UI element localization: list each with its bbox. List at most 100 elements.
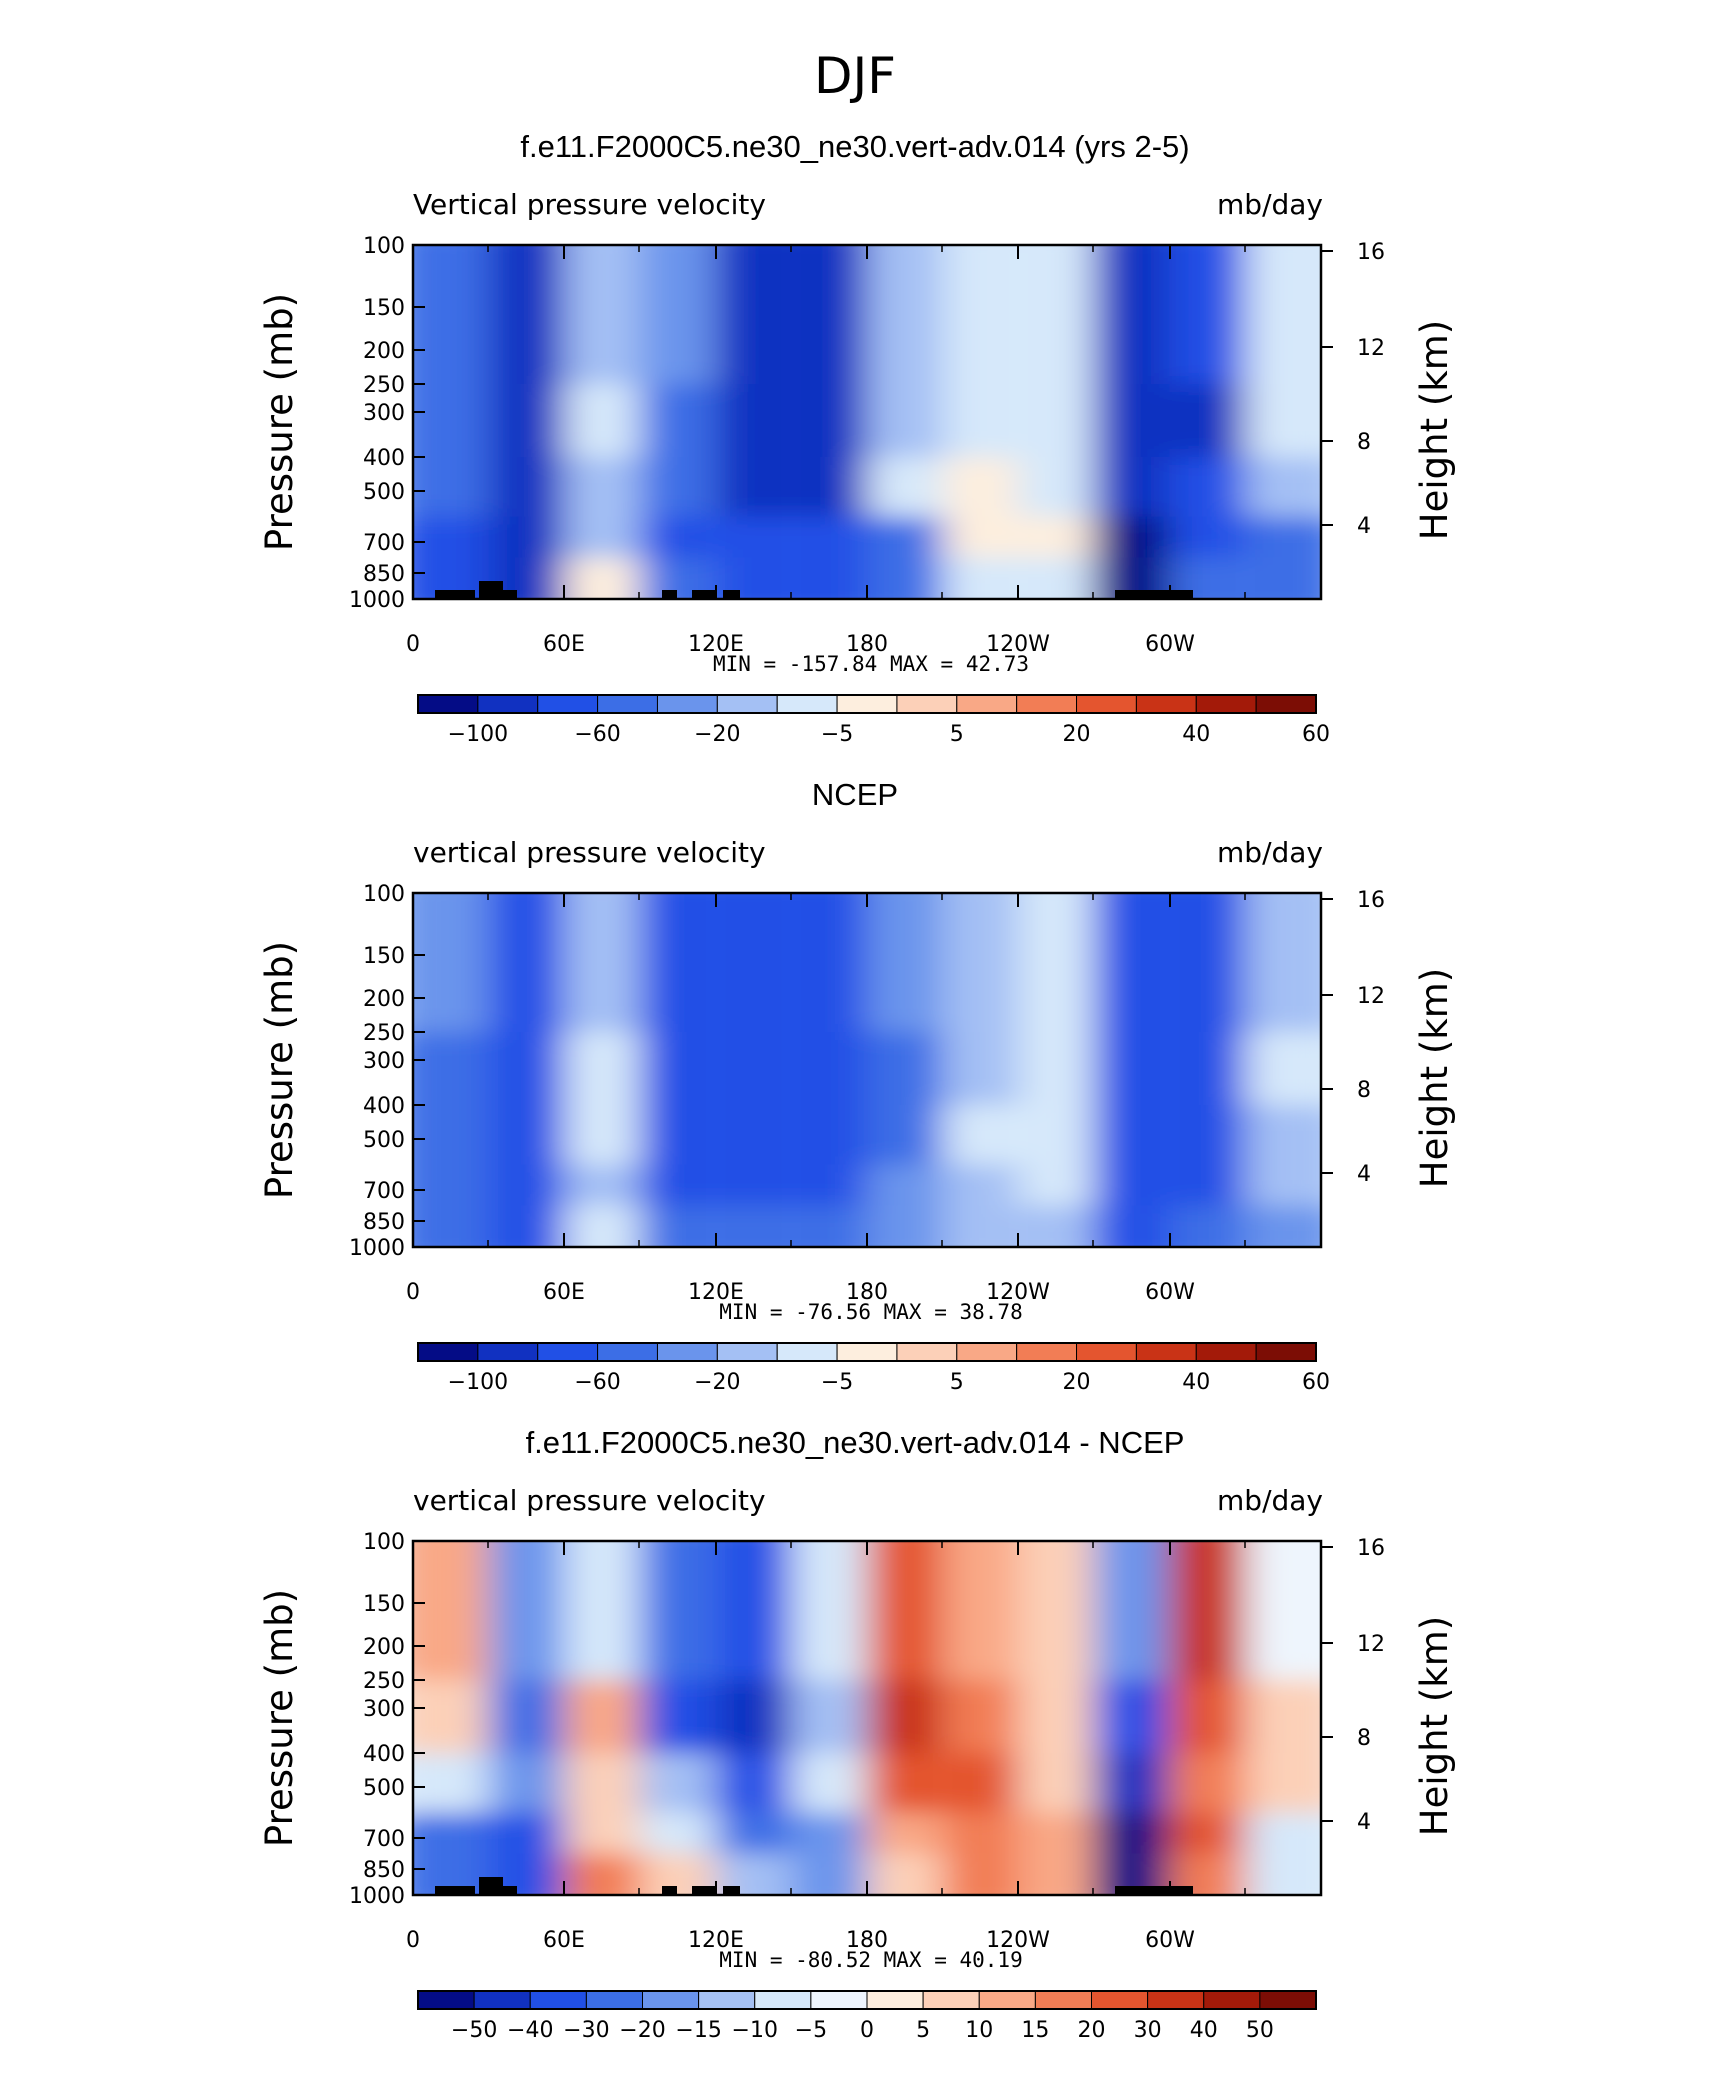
y-right-axis-title: Height (km) (1413, 320, 1456, 540)
x-tick-label: 0 (406, 1280, 420, 1305)
field-cell (1169, 384, 1246, 457)
field-cell (1169, 893, 1246, 1032)
colorbar-box (866, 1990, 924, 2010)
field-cell (791, 384, 867, 457)
colorbar: −50 −40 −30 −20 −15 −10 −5 0 5 10 15 20 30 40 50 (417, 1990, 1317, 2043)
colorbar-label: −5 (821, 722, 853, 747)
field-cell (564, 1853, 640, 1895)
colorbar-box (776, 1342, 838, 1362)
y-tick-label: 200 (363, 339, 405, 364)
colorbar-label: −15 (675, 2018, 721, 2043)
colorbar: −100 −60 −20 −5 5 20 40 60 (417, 694, 1330, 747)
x-tick-label: 60E (543, 1928, 585, 1953)
field-cell (791, 1032, 867, 1105)
field-cell (413, 245, 489, 384)
x-tick-label: 60W (1145, 1280, 1195, 1305)
field-cell (791, 1541, 867, 1680)
colorbar-box (716, 1342, 778, 1362)
y-right-tick-label: 8 (1357, 1726, 1371, 1751)
field-cell (1018, 893, 1094, 1032)
field-cell (1094, 1032, 1170, 1105)
colorbar-frame (417, 1342, 1317, 1362)
colorbar-box (417, 1342, 479, 1362)
y-right-tick-label: 4 (1357, 1810, 1371, 1835)
x-tick-label: 120E (688, 632, 744, 657)
colorbar-box (836, 694, 898, 714)
field-cell (488, 516, 565, 558)
colorbar-label: 30 (1134, 2018, 1162, 2043)
colorbar-box (1195, 1342, 1257, 1362)
field-cell (413, 893, 489, 1032)
contour-field (413, 893, 1321, 1247)
colorbar-box (1147, 1990, 1205, 2010)
field-cell (413, 1853, 489, 1895)
field-cell (791, 457, 867, 517)
field-cell (413, 1205, 489, 1247)
field-cell (488, 457, 565, 517)
field-cell (1018, 1753, 1094, 1813)
field-cell (564, 1164, 640, 1206)
field-cell (413, 557, 489, 599)
field-cell (488, 1753, 565, 1813)
field-cell (564, 245, 640, 384)
y-right-tick-label: 16 (1357, 888, 1385, 913)
field-cell (791, 1680, 867, 1753)
field-cell (791, 557, 867, 599)
field-cell (1169, 457, 1246, 517)
field-cell (564, 1541, 640, 1680)
field-cell (488, 384, 565, 457)
y-tick-label: 850 (363, 562, 405, 587)
colorbar-box (776, 694, 838, 714)
field-cell (488, 1812, 565, 1854)
field-cell (1094, 1753, 1170, 1813)
colorbar-label: −50 (451, 2018, 497, 2043)
field-cell (715, 1753, 792, 1813)
x-tick-label: 120W (986, 632, 1050, 657)
colorbar-label: −20 (619, 2018, 665, 2043)
y-right-tick-label: 12 (1357, 336, 1385, 361)
field-cell (1018, 1812, 1094, 1854)
x-tick-label: 0 (406, 1928, 420, 1953)
field-cell (413, 1812, 489, 1854)
land-mask (479, 1877, 503, 1895)
land-mask (1115, 590, 1193, 599)
colorbar-box (1135, 1342, 1197, 1362)
colorbar-frame (417, 694, 1317, 714)
field-cell (1169, 1205, 1246, 1247)
field-cell (791, 1205, 867, 1247)
y-right-tick-label: 16 (1357, 240, 1385, 265)
field-cell (791, 245, 867, 384)
colorbar-label: 5 (950, 1370, 964, 1395)
field-cell (564, 384, 640, 457)
x-tick-label: 60W (1145, 632, 1195, 657)
field-cell (640, 1164, 716, 1206)
field-cell (942, 893, 1019, 1032)
field-cell (1245, 245, 1321, 384)
field-cell (564, 1105, 640, 1165)
y-tick-label: 200 (363, 987, 405, 1012)
y-tick-label: 150 (363, 296, 405, 321)
land-mask (662, 590, 677, 599)
y-tick-label: 400 (363, 446, 405, 471)
colorbar-box (1195, 694, 1257, 714)
y-tick-label: 850 (363, 1858, 405, 1883)
field-cell (867, 1812, 943, 1854)
y-tick-label: 1000 (349, 1236, 405, 1261)
x-tick-label: 120W (986, 1280, 1050, 1305)
field-cell (488, 1105, 565, 1165)
field-cell (715, 1853, 792, 1895)
colorbar-box (698, 1990, 756, 2010)
field-cell (1018, 1032, 1094, 1105)
colorbar-label: 20 (1078, 2018, 1106, 2043)
field-cell (715, 893, 792, 1032)
field-cell (715, 457, 792, 517)
field-cell (1094, 516, 1170, 558)
field-cell (413, 1541, 489, 1680)
field-cell (1018, 557, 1094, 599)
colorbar-label: −60 (574, 722, 620, 747)
colorbar-box (716, 694, 778, 714)
field-cell (640, 893, 716, 1032)
field-cell (942, 1164, 1019, 1206)
field-cell (640, 1205, 716, 1247)
colorbar-box (585, 1990, 643, 2010)
